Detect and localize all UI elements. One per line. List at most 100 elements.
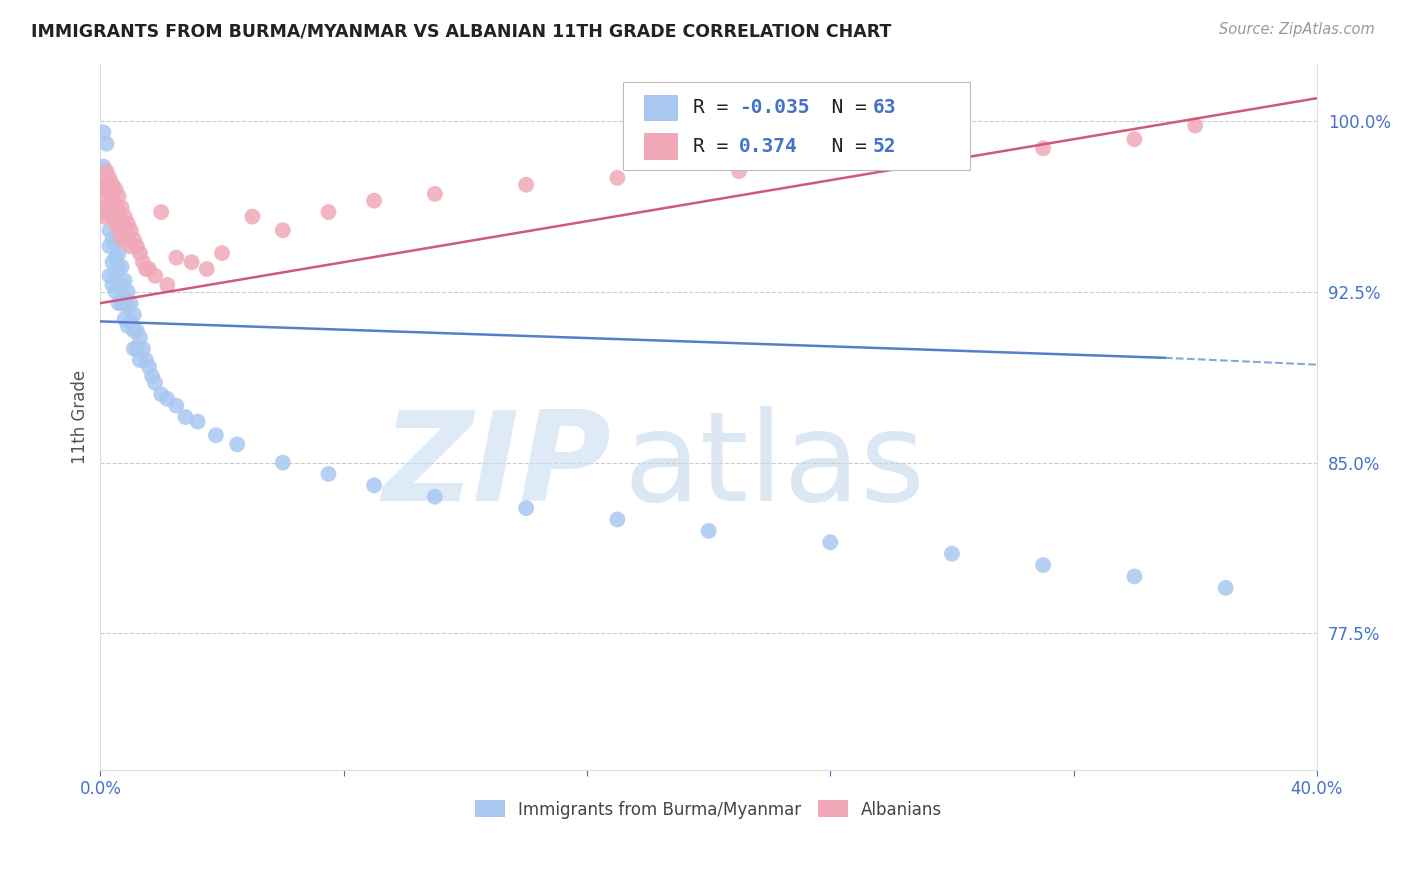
Point — [880, 148, 903, 162]
Point — [101, 232, 124, 246]
Point — [101, 194, 124, 208]
Point — [104, 267, 127, 281]
Point — [93, 210, 115, 224]
Point — [1123, 132, 1146, 146]
Point — [96, 136, 118, 151]
Point — [128, 246, 150, 260]
Point — [96, 178, 118, 192]
Point — [98, 239, 121, 253]
Point — [1215, 581, 1237, 595]
Point — [128, 353, 150, 368]
Point — [211, 246, 233, 260]
Point — [117, 318, 139, 333]
Point — [104, 182, 127, 196]
Point — [104, 217, 127, 231]
Point — [1032, 558, 1054, 572]
Point — [111, 260, 134, 274]
Point — [165, 399, 187, 413]
Point — [98, 170, 121, 185]
Point — [104, 198, 127, 212]
Point — [138, 359, 160, 374]
Point — [101, 255, 124, 269]
Point — [96, 205, 118, 219]
Text: 0.374: 0.374 — [740, 136, 797, 155]
Point — [205, 428, 228, 442]
Point — [697, 524, 720, 538]
Point — [107, 205, 129, 219]
Point — [114, 292, 136, 306]
Point — [96, 164, 118, 178]
Point — [156, 277, 179, 292]
Point — [111, 217, 134, 231]
Point — [114, 273, 136, 287]
Legend: Immigrants from Burma/Myanmar, Albanians: Immigrants from Burma/Myanmar, Albanians — [468, 794, 949, 825]
Point — [423, 186, 446, 201]
FancyBboxPatch shape — [623, 82, 970, 170]
Point — [107, 246, 129, 260]
Point — [122, 342, 145, 356]
Point — [728, 164, 751, 178]
Point — [1032, 141, 1054, 155]
Point — [318, 205, 340, 219]
Point — [122, 308, 145, 322]
Point — [107, 223, 129, 237]
Point — [820, 535, 842, 549]
Point — [101, 178, 124, 192]
Point — [128, 330, 150, 344]
Point — [135, 353, 157, 368]
Point — [120, 239, 142, 253]
FancyBboxPatch shape — [644, 95, 678, 121]
Point — [515, 501, 537, 516]
Point — [141, 369, 163, 384]
Point — [132, 342, 155, 356]
Point — [120, 223, 142, 237]
Point — [98, 186, 121, 201]
Point — [120, 296, 142, 310]
Point — [111, 296, 134, 310]
Point — [114, 210, 136, 224]
Point — [101, 210, 124, 224]
Text: 63: 63 — [873, 98, 897, 118]
Point — [143, 376, 166, 390]
Point — [96, 201, 118, 215]
Point — [107, 189, 129, 203]
Point — [101, 277, 124, 292]
Point — [101, 210, 124, 224]
Point — [606, 170, 628, 185]
Point — [111, 232, 134, 246]
Point — [180, 255, 202, 269]
Point — [98, 205, 121, 219]
Text: N =: N = — [808, 136, 879, 155]
Text: IMMIGRANTS FROM BURMA/MYANMAR VS ALBANIAN 11TH GRADE CORRELATION CHART: IMMIGRANTS FROM BURMA/MYANMAR VS ALBANIA… — [31, 22, 891, 40]
Point — [93, 178, 115, 192]
Point — [318, 467, 340, 481]
Point — [363, 478, 385, 492]
Point — [1184, 119, 1206, 133]
Point — [150, 205, 173, 219]
Point — [132, 255, 155, 269]
Text: Source: ZipAtlas.com: Source: ZipAtlas.com — [1219, 22, 1375, 37]
Point — [423, 490, 446, 504]
Point — [122, 324, 145, 338]
Point — [125, 342, 148, 356]
Point — [104, 236, 127, 251]
Point — [271, 456, 294, 470]
Point — [242, 210, 264, 224]
Point — [165, 251, 187, 265]
Point — [98, 186, 121, 201]
Point — [107, 296, 129, 310]
Text: -0.035: -0.035 — [740, 98, 810, 118]
Point — [941, 547, 963, 561]
Point — [114, 312, 136, 326]
Point — [226, 437, 249, 451]
Point — [117, 301, 139, 315]
Text: R =: R = — [693, 136, 740, 155]
Point — [138, 262, 160, 277]
Point — [195, 262, 218, 277]
Point — [93, 160, 115, 174]
Point — [515, 178, 537, 192]
Point — [117, 285, 139, 299]
Text: N =: N = — [808, 98, 879, 118]
Point — [135, 262, 157, 277]
FancyBboxPatch shape — [644, 133, 678, 160]
